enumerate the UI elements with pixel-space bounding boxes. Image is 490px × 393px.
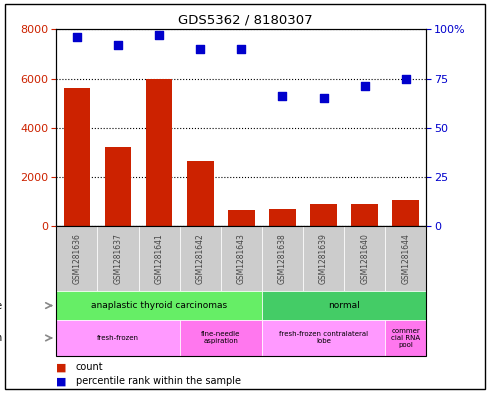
Point [238,46,245,52]
Bar [228,210,255,226]
Point [155,32,163,39]
Text: anaplastic thyroid carcinomas: anaplastic thyroid carcinomas [91,301,227,310]
Text: normal: normal [328,301,360,310]
Text: GSM1281643: GSM1281643 [237,233,246,284]
Text: GDS5362 / 8180307: GDS5362 / 8180307 [178,14,312,27]
Text: commer
cial RNA
pool: commer cial RNA pool [391,328,420,348]
Text: fine-needle
aspiration: fine-needle aspiration [201,331,241,345]
Point [319,95,327,101]
Text: fresh-frozen: fresh-frozen [97,335,139,341]
Text: GSM1281638: GSM1281638 [278,233,287,284]
Text: GSM1281637: GSM1281637 [114,233,122,284]
Bar [187,161,214,226]
Bar [105,147,131,226]
Bar [64,88,90,226]
Text: GSM1281641: GSM1281641 [155,233,164,284]
Text: count: count [76,362,103,373]
Text: percentile rank within the sample: percentile rank within the sample [76,376,241,386]
Bar [269,209,296,226]
Point [73,34,81,40]
Point [402,75,410,82]
Text: disease state: disease state [0,301,2,310]
Point [361,83,368,90]
Point [196,46,204,52]
Bar [392,200,419,226]
Bar [146,79,172,226]
Text: GSM1281636: GSM1281636 [73,233,81,284]
Text: fresh-frozen contralateral
lobe: fresh-frozen contralateral lobe [279,331,368,345]
Text: specimen: specimen [0,333,2,343]
Point [114,42,122,48]
Point [278,93,286,99]
Bar [351,204,378,226]
Text: GSM1281640: GSM1281640 [360,233,369,284]
Text: GSM1281639: GSM1281639 [319,233,328,284]
Text: GSM1281642: GSM1281642 [196,233,205,284]
Bar [310,204,337,226]
Text: ■: ■ [56,362,67,373]
Text: ■: ■ [56,376,67,386]
Text: GSM1281644: GSM1281644 [401,233,410,284]
